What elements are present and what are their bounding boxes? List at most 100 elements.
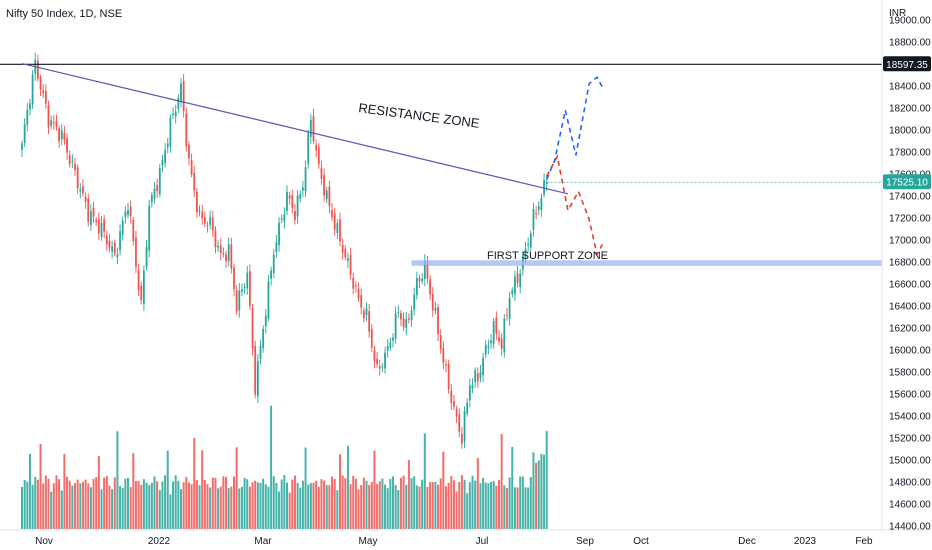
- candle-body: [145, 247, 148, 268]
- volume-bar: [169, 494, 172, 529]
- price-tick-label: 16600.00: [889, 280, 931, 291]
- candle-body: [479, 372, 482, 379]
- candle-body: [394, 313, 397, 339]
- candle-body: [415, 278, 418, 295]
- candle-body: [222, 253, 225, 255]
- volume-bar: [127, 477, 129, 529]
- volume-bar: [50, 491, 53, 529]
- volume-bar: [283, 475, 286, 529]
- volume-bar: [28, 454, 31, 529]
- price-tick-label: 15800.00: [889, 368, 931, 379]
- candle-body: [294, 211, 296, 221]
- candle-body: [105, 235, 108, 245]
- candle-body: [495, 317, 498, 334]
- candle-body: [182, 81, 185, 112]
- candle-body: [227, 244, 230, 261]
- volume-bar: [198, 485, 201, 529]
- candle-body: [381, 366, 384, 368]
- volume-bar: [66, 476, 69, 529]
- volume-bar: [511, 447, 514, 529]
- candle-body: [389, 342, 392, 348]
- volume-bar: [307, 484, 310, 529]
- candle-body: [84, 196, 87, 202]
- candle-body: [312, 116, 315, 142]
- volume-bar: [174, 475, 177, 529]
- candlestick-series: [21, 52, 548, 449]
- candle-body: [299, 194, 302, 200]
- candle-body: [466, 402, 469, 414]
- candle-body: [304, 167, 307, 192]
- candle-body: [280, 218, 283, 220]
- candle-body: [275, 242, 278, 253]
- volume-bar: [291, 479, 294, 529]
- candle-body: [511, 289, 514, 295]
- candle-body: [68, 155, 71, 165]
- volume-bar: [103, 477, 106, 529]
- volume-bar: [95, 477, 98, 529]
- candle-body: [519, 273, 522, 287]
- candle-body: [492, 321, 495, 344]
- candle-body: [66, 137, 68, 153]
- candle-body: [537, 206, 540, 210]
- volume-bar: [31, 484, 34, 529]
- volume-bar: [39, 443, 42, 529]
- candle-body: [177, 98, 180, 110]
- candle-body: [508, 297, 511, 319]
- volume-bar: [92, 478, 95, 529]
- volume-bar: [331, 476, 334, 529]
- candle-body: [108, 240, 111, 248]
- volume-bar: [108, 485, 111, 529]
- currency-label: INR: [889, 8, 906, 19]
- candle-body: [169, 117, 172, 147]
- candle-body: [241, 289, 243, 292]
- volume-bar: [357, 489, 360, 529]
- candle-body: [527, 243, 530, 245]
- candle-body: [355, 285, 357, 287]
- volume-bar: [524, 487, 527, 529]
- volume-bar: [68, 480, 71, 529]
- candle-body: [79, 189, 82, 192]
- candle-body: [267, 281, 270, 319]
- candle-body: [410, 310, 413, 321]
- volume-bar: [235, 447, 238, 529]
- candle-body: [341, 244, 344, 253]
- volume-bar: [267, 486, 270, 529]
- candle-body: [392, 337, 394, 341]
- candle-body: [39, 77, 42, 90]
- volume-bar: [206, 484, 209, 529]
- volume-bar: [312, 482, 315, 529]
- candle-body: [74, 164, 76, 171]
- candle-body: [368, 311, 371, 332]
- candle-body: [487, 346, 490, 348]
- candle-body: [333, 213, 336, 230]
- volume-bar: [238, 488, 241, 529]
- price-tick-label: 18200.00: [889, 104, 931, 115]
- price-axis[interactable]: 19000.0018800.0018600.0018400.0018200.00…: [883, 16, 931, 533]
- candle-body: [349, 254, 352, 275]
- volume-bar: [498, 479, 500, 529]
- volume-bar: [113, 477, 116, 529]
- candle-body: [172, 113, 174, 116]
- volume-bar: [214, 477, 217, 529]
- volume-bar: [505, 488, 508, 529]
- time-tick-label: Sep: [576, 536, 594, 547]
- volume-bar: [74, 483, 76, 529]
- candle-body: [463, 411, 466, 442]
- candle-body: [119, 231, 121, 251]
- candle-body: [315, 144, 318, 151]
- volume-bar: [368, 484, 371, 529]
- candle-body: [143, 270, 145, 304]
- volume-bar: [484, 482, 487, 529]
- candle-body: [225, 254, 227, 262]
- volume-bar: [251, 482, 254, 529]
- candle-body: [164, 150, 166, 163]
- volume-bar: [134, 481, 137, 529]
- time-axis[interactable]: Nov 2022 Mar May Jul Sep Oct Dec 2023 Feb: [35, 536, 873, 547]
- time-tick-label: Mar: [254, 536, 272, 547]
- volume-bar: [193, 438, 196, 529]
- candle-body: [344, 248, 347, 258]
- candle-body: [405, 319, 408, 329]
- volume-bar: [508, 477, 511, 529]
- candle-body: [445, 364, 447, 366]
